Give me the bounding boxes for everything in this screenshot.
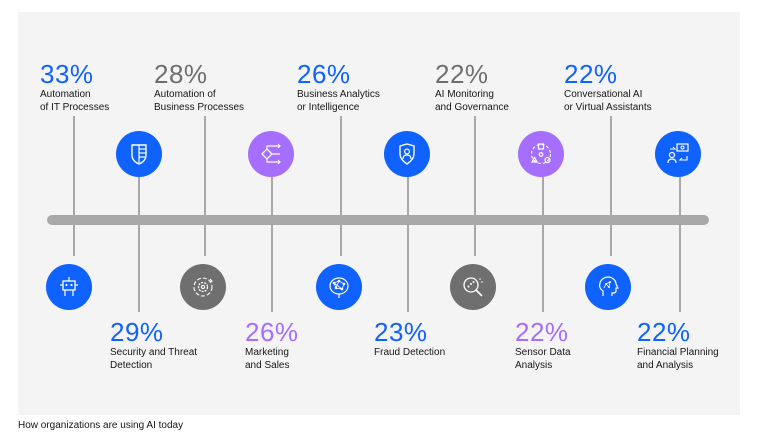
stem-bottom-1 [138, 170, 140, 312]
top-item-1-line1: Automation [40, 89, 91, 100]
sensor-shapes-icon [530, 143, 552, 165]
bottom-item-2-line1: Marketing [245, 347, 289, 358]
bottom-item-1-line1: Security and Threat [110, 347, 198, 358]
bottom-item-3-percent: 23% [374, 317, 428, 347]
top-item-3-percent: 26% [297, 59, 351, 89]
top-item-4: 22% AI Monitoring and Governance [435, 60, 509, 114]
shield-document-icon [131, 144, 147, 165]
stem-bottom-4 [542, 170, 544, 312]
conversational-ai-circle [585, 264, 631, 310]
bottom-item-4: 22% Sensor Data Analysis [515, 318, 571, 372]
top-item-2: 28% Automation of Business Processes [154, 60, 244, 114]
bottom-item-5-line2: and Analysis [637, 360, 694, 371]
stem-top-4 [474, 116, 476, 256]
robot-icon [60, 277, 78, 296]
bottom-item-2-percent: 26% [245, 317, 299, 347]
bottom-item-3-line1: Fraud Detection [374, 347, 446, 358]
analytics-circle [316, 264, 362, 310]
stem-top-1 [73, 116, 75, 256]
monitoring-circle [450, 264, 496, 310]
bottom-item-4-line1: Sensor Data [515, 347, 571, 358]
top-item-5-percent: 22% [564, 59, 618, 89]
it-automation-circle [46, 264, 92, 310]
figure-caption: How organizations are using AI today [18, 420, 184, 431]
top-item-5-line1: Conversational AI [564, 89, 643, 100]
top-item-3: 26% Business Analytics or Intelligence [297, 60, 380, 114]
top-item-4-percent: 22% [435, 59, 489, 89]
bottom-item-5-line1: Financial Planning [637, 347, 719, 358]
bottom-item-5: 22% Financial Planning and Analysis [637, 318, 719, 372]
shield-user-icon [399, 143, 415, 165]
top-item-5: 22% Conversational AI or Virtual Assista… [564, 60, 652, 114]
top-item-2-line2: Business Processes [154, 102, 245, 113]
security-circle [116, 131, 162, 177]
fraud-circle [384, 131, 430, 177]
bottom-item-2: 26% Marketing and Sales [245, 318, 299, 372]
bottom-item-3: 23% Fraud Detection [374, 318, 445, 359]
business-automation-circle [180, 264, 226, 310]
bottom-item-4-line2: Analysis [515, 360, 553, 371]
timeline-axis [47, 215, 709, 225]
marketing-circle [248, 131, 294, 177]
bottom-item-1: 29% Security and Threat Detection [110, 318, 197, 372]
finance-circle [655, 131, 701, 177]
top-item-5-line2: or Virtual Assistants [564, 102, 652, 113]
stem-bottom-5 [679, 170, 681, 312]
top-item-3-line2: or Intelligence [297, 102, 360, 113]
top-item-3-line1: Business Analytics [297, 89, 380, 100]
bottom-item-1-percent: 29% [110, 317, 164, 347]
magnifier-icon [463, 277, 483, 297]
top-item-2-percent: 28% [154, 59, 208, 89]
stem-top-2 [204, 116, 206, 256]
finance-exchange-icon [667, 143, 689, 164]
stem-bottom-3 [407, 170, 409, 312]
sensor-circle [518, 131, 564, 177]
top-item-1-line2: of IT Processes [40, 102, 110, 113]
stem-top-3 [340, 116, 342, 256]
top-item-1: 33% Automation of IT Processes [40, 60, 109, 114]
cog-icon [193, 277, 213, 297]
bottom-item-4-percent: 22% [515, 317, 569, 347]
top-item-4-line1: AI Monitoring [435, 89, 494, 100]
top-item-4-line2: and Governance [435, 102, 509, 113]
stem-bottom-2 [271, 170, 273, 312]
bottom-item-2-line2: and Sales [245, 360, 290, 371]
flow-arrows-icon [261, 143, 281, 165]
bottom-item-1-line2: Detection [110, 360, 153, 371]
network-icon [329, 277, 349, 298]
ai-head-icon [599, 276, 619, 296]
top-item-2-line1: Automation of [154, 89, 216, 100]
stem-top-5 [610, 116, 612, 256]
bottom-item-5-percent: 22% [637, 317, 691, 347]
top-item-1-percent: 33% [40, 59, 94, 89]
